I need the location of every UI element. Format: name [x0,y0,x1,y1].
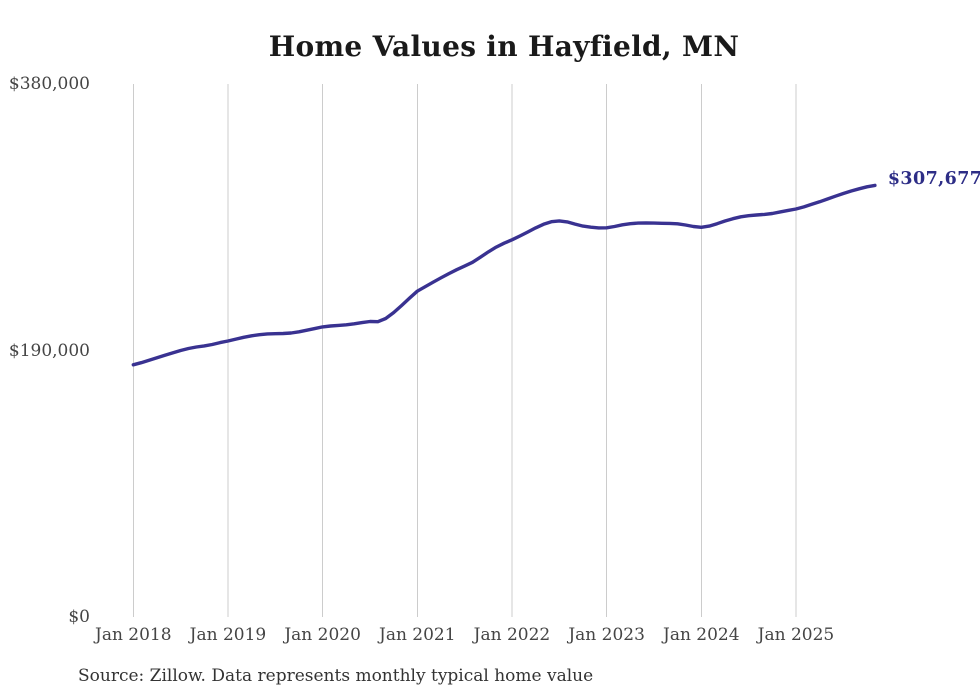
home-value-line [131,183,877,367]
x-tick-label: Jan 2018 [95,625,172,645]
y-tick-label: $0 [68,607,90,627]
source-note: Source: Zillow. Data represents monthly … [78,666,594,686]
x-tick-label: Jan 2022 [473,625,551,645]
x-tick-label: Jan 2021 [379,625,456,645]
x-tick-label: Jan 2023 [568,625,645,645]
x-tick-label: Jan 2024 [663,625,740,645]
last-value-label: $307,677 [887,169,980,190]
x-tick-label: Jan 2020 [284,625,361,645]
chart-title: Home Values in Hayfield, MN [268,30,740,63]
vertical-gridlines [132,84,797,617]
y-tick-label: $380,000 [8,74,90,94]
y-tick-label: $190,000 [8,340,90,361]
x-tick-label: Jan 2025 [757,625,835,645]
x-tick-label: Jan 2019 [189,625,267,645]
